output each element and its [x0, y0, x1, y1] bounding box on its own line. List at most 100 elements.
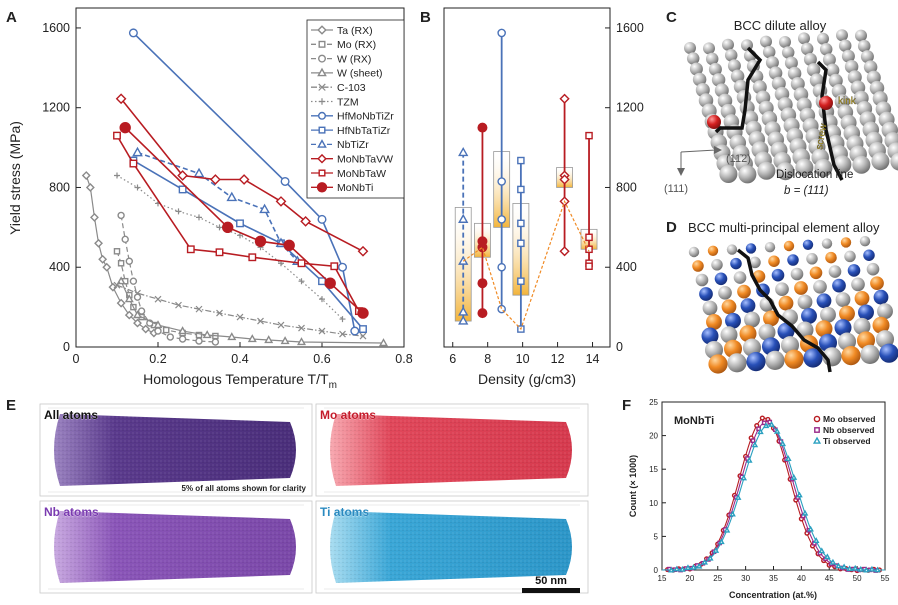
panel-b-ytick-label: 1600 — [616, 21, 644, 35]
panel-f-data-point — [768, 421, 775, 427]
panel-b-xlabel: Density (g/cm3) — [478, 371, 576, 387]
panel-a-legend-marker — [318, 40, 326, 48]
panel-a-data-point — [81, 171, 91, 180]
axis-arrowhead-2 — [714, 146, 722, 154]
lattice-atom — [821, 238, 833, 249]
lattice-atom — [730, 69, 745, 84]
panel-a-legend-label: MoNbTaW — [337, 168, 386, 180]
panel-f-data-point — [796, 491, 803, 498]
lattice-atom — [853, 317, 871, 335]
panel-a-data-point — [129, 159, 138, 168]
lattice-atom — [722, 38, 734, 51]
lattice-atom — [852, 155, 871, 174]
lattice-atom — [768, 66, 783, 80]
lattice-atom — [739, 325, 757, 343]
lattice-atom — [784, 56, 798, 70]
panel-a-data-point — [283, 239, 295, 252]
panel-b-ytick-label: 1200 — [616, 101, 644, 115]
panel-f-data-point — [701, 558, 708, 565]
apt-tile-label: All atoms — [44, 408, 98, 422]
panel-a-data-point — [175, 208, 182, 215]
panel-a-series — [117, 211, 220, 346]
panel-b-data-point — [477, 278, 488, 289]
panel-f-xtick-label: 25 — [713, 574, 722, 583]
lattice-atom — [863, 249, 875, 261]
panel-f-ytick-label: 25 — [649, 398, 658, 407]
lattice-atom — [727, 59, 741, 73]
panel-a-data-point — [221, 221, 234, 234]
panel-a-legend-label: MoNbTaVW — [337, 154, 393, 166]
panel-a-data-point — [247, 334, 257, 343]
panel-b-data-point — [497, 177, 506, 186]
lattice-atom — [714, 272, 728, 286]
lattice-atom — [787, 66, 802, 81]
lattice-atom — [708, 62, 722, 76]
panel-b-ytick-label: 0 — [616, 340, 623, 354]
dislocation-line-wavy — [736, 248, 832, 373]
lattice-atom — [703, 42, 715, 55]
panel-f-ytick-label: 15 — [649, 465, 658, 474]
panel-b-trend-line — [462, 199, 590, 331]
lattice-atom — [832, 278, 846, 293]
lattice-atom — [828, 265, 842, 278]
panel-a-data-point — [318, 277, 326, 286]
panel-a-legend-marker — [318, 83, 326, 91]
panel-f-data-point — [750, 438, 756, 443]
panel-b-xtick-label: 12 — [551, 352, 565, 366]
panel-a-legend-label: HfNbTaTiZr — [337, 125, 391, 137]
panel-a-data-point — [216, 309, 223, 317]
lattice-atom — [857, 39, 871, 53]
lattice-atom — [778, 295, 794, 311]
panel-f-xlabel: Concentration (at.%) — [729, 590, 817, 600]
panel-a-data-point — [134, 289, 141, 297]
panel-f-xtick-label: 30 — [741, 574, 750, 583]
lattice-atom — [803, 348, 823, 368]
panel-f-legend-label: Mo observed — [823, 414, 875, 424]
dislocation-line-right — [816, 60, 844, 181]
panel-a-data-point — [132, 146, 143, 157]
panel-a-series-line — [116, 251, 216, 337]
panel-a-data-point — [297, 259, 306, 268]
panel-b-xtick-label: 14 — [586, 352, 600, 366]
panel-f-data-point — [818, 547, 826, 554]
panel-f-data-point — [840, 563, 848, 570]
panel-b-group — [454, 147, 472, 325]
lattice-atom — [859, 236, 871, 247]
lattice-atom — [814, 159, 833, 177]
panel-f-ytick-label: 0 — [654, 566, 659, 575]
panel-f-data-point — [734, 494, 742, 500]
panel-a-data-point — [357, 245, 369, 257]
panel-a-data-point — [114, 172, 120, 179]
panel-a-legend-marker — [317, 139, 327, 148]
panel-label-b: B — [420, 9, 431, 26]
panel-a-data-point — [129, 277, 138, 285]
lattice-atom — [820, 306, 836, 323]
lattice-atom — [806, 63, 821, 77]
panel-e-apt: All atoms Mo atoms Nb atoms Ti atoms 5% of a… — [39, 403, 589, 594]
lattice-atom — [765, 56, 779, 70]
panel-a-data-point — [195, 305, 203, 313]
panel-a-data-point — [133, 293, 142, 301]
panel-f-data-point — [757, 428, 764, 435]
lattice-atom — [801, 308, 817, 324]
panel-a-legend-marker — [317, 153, 327, 164]
lattice-atom — [825, 63, 840, 78]
panel-a-series-line — [132, 159, 364, 330]
lattice-atom — [776, 162, 795, 181]
lattice-atom — [708, 354, 728, 374]
apt-tile-label: Nb atoms — [44, 505, 99, 519]
panel-a-data-point — [298, 324, 305, 332]
panel-b-chart: 6 8 10 12 14 0 400 800 1200 1600 Density (g/cm3) — [443, 7, 644, 387]
panel-b-data-point — [517, 239, 525, 248]
panel-a-series — [113, 281, 367, 340]
axis-arrow-2 — [680, 149, 717, 153]
lattice-atom — [860, 344, 880, 364]
panel-a-xlabel: Homologous Temperature T/Tm — [143, 371, 337, 391]
panel-a-xtick-label: 0.4 — [231, 352, 248, 366]
panel-f-data-point — [829, 558, 837, 565]
panel-a-data-point — [154, 327, 162, 335]
lattice-atom — [725, 312, 741, 329]
panel-f-legend-marker — [812, 436, 822, 444]
panel-a-data-point — [264, 335, 274, 344]
panel-label-e: E — [6, 397, 16, 414]
